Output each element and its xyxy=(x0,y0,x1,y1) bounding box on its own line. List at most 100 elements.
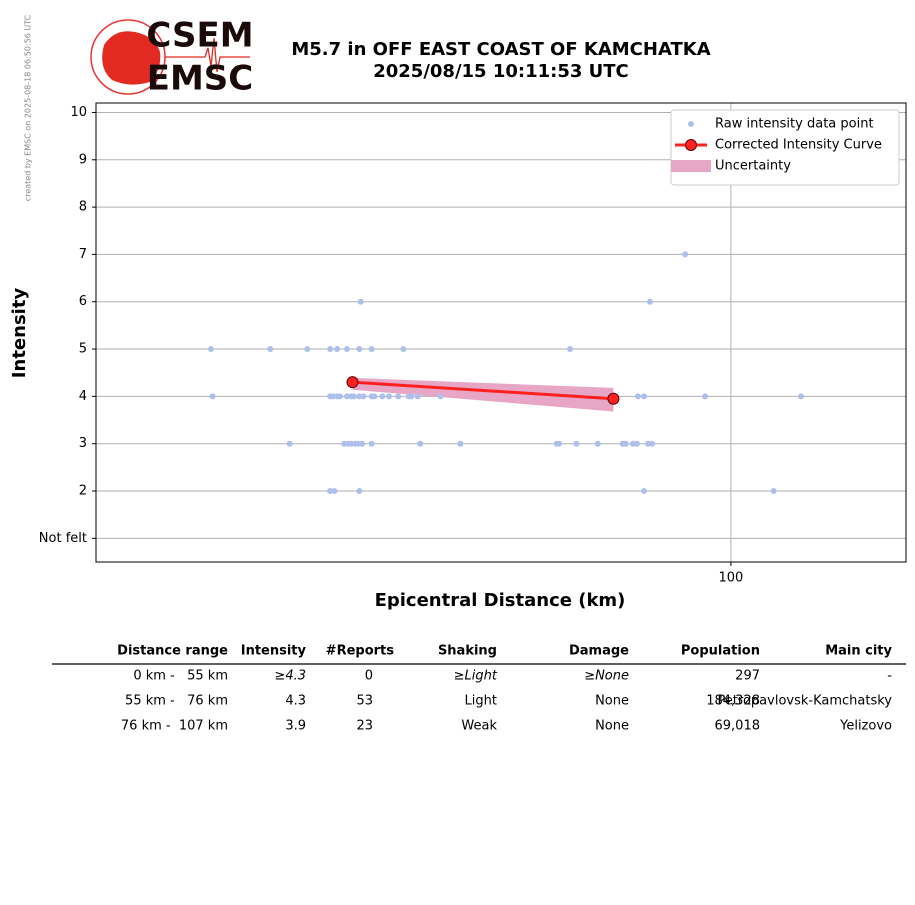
data-point xyxy=(327,346,334,353)
table-cell: None xyxy=(595,719,629,734)
data-point xyxy=(556,440,563,447)
uncertainty-band xyxy=(352,377,614,412)
table-cell: - xyxy=(887,669,892,684)
y-tick-label: 4 xyxy=(79,389,87,404)
table-cell: 55 km - 76 km xyxy=(125,694,228,709)
data-point xyxy=(770,488,777,495)
data-point xyxy=(356,393,363,400)
table-cell: Yelizovo xyxy=(839,719,892,734)
y-axis-label: Intensity xyxy=(9,288,30,379)
table-cell: Petropavlovsk-Kamchatsky xyxy=(717,694,892,709)
data-point xyxy=(357,298,364,305)
data-point xyxy=(594,440,601,447)
logo-map xyxy=(102,31,161,85)
table-header: Shaking xyxy=(438,644,497,659)
logo-wave xyxy=(165,37,250,73)
data-point xyxy=(304,346,311,353)
data-point xyxy=(379,393,386,400)
curve-marker xyxy=(346,376,359,389)
data-point xyxy=(368,346,375,353)
data-point xyxy=(371,393,378,400)
data-point xyxy=(356,488,363,495)
table-header: Main city xyxy=(825,644,892,659)
y-tick-label: 5 xyxy=(79,342,87,357)
table-cell: 3.9 xyxy=(285,719,306,734)
data-point xyxy=(682,251,689,258)
table-cell: 23 xyxy=(356,719,373,734)
table-cell: 69,018 xyxy=(715,719,761,734)
data-point xyxy=(633,440,640,447)
data-point xyxy=(354,440,361,447)
data-point xyxy=(400,346,407,353)
data-point xyxy=(343,346,350,353)
y-tick-label: Not felt xyxy=(39,531,87,546)
table-header: Damage xyxy=(569,644,629,659)
plot-frame xyxy=(95,102,907,563)
data-point xyxy=(360,393,367,400)
table-header: #Reports xyxy=(326,644,395,659)
data-point xyxy=(797,393,804,400)
data-point xyxy=(408,393,415,400)
data-point xyxy=(286,440,293,447)
table-header: Intensity xyxy=(241,644,307,659)
x-tick-label: 100 xyxy=(718,571,743,586)
table-cell: 0 xyxy=(365,669,373,684)
chart-title: M5.7 in OFF EAST COAST OF KAMCHATKA xyxy=(291,39,710,60)
data-point xyxy=(336,393,343,400)
intensity-curve xyxy=(352,380,614,401)
created-note: created by EMSC on 2025-08-18 06:50:56 U… xyxy=(24,14,33,201)
y-tick-label: 3 xyxy=(79,436,87,451)
table-cell: 0 km - 55 km xyxy=(133,669,228,684)
table-cell: 4.3 xyxy=(285,694,306,709)
data-point xyxy=(417,440,424,447)
table-cell: ≥Light xyxy=(454,669,498,684)
y-tick-label: 10 xyxy=(70,105,87,120)
data-point xyxy=(267,346,274,353)
table-header: Population xyxy=(681,644,760,659)
data-point xyxy=(327,488,334,495)
data-point xyxy=(634,393,641,400)
data-point xyxy=(207,346,214,353)
data-point xyxy=(329,393,336,400)
data-point xyxy=(386,393,393,400)
table-header: Distance range xyxy=(117,644,228,659)
table-cell: ≥None xyxy=(584,669,629,684)
data-point xyxy=(334,346,341,353)
y-tick-label: 2 xyxy=(79,484,87,499)
table-cell: ≥4.3 xyxy=(274,669,306,684)
data-point xyxy=(641,393,648,400)
table-cell: Light xyxy=(465,694,497,709)
y-tick-label: 7 xyxy=(79,247,87,262)
table-cell: 76 km - 107 km xyxy=(121,719,228,734)
data-point xyxy=(648,440,655,447)
table-cell: 53 xyxy=(356,694,373,709)
logo: CSEM EMSC xyxy=(90,16,254,99)
legend-box xyxy=(670,109,900,186)
data-point xyxy=(359,440,366,447)
legend-swatch xyxy=(688,121,694,127)
table-cell: Weak xyxy=(461,719,497,734)
data-point xyxy=(209,393,216,400)
data-point xyxy=(331,488,338,495)
curve-marker xyxy=(607,392,620,405)
table-cell: 184,328 xyxy=(706,694,760,709)
y-tick-label: 6 xyxy=(79,294,87,309)
legend-label: Corrected Intensity Curve xyxy=(715,138,882,153)
data-point xyxy=(368,440,375,447)
data-point xyxy=(348,440,355,447)
legend-label: Raw intensity data point xyxy=(715,117,874,132)
y-tick-label: 9 xyxy=(79,152,87,167)
legend-swatch xyxy=(671,160,711,172)
data-point xyxy=(343,393,350,400)
data-point xyxy=(702,393,709,400)
x-axis-label: Epicentral Distance (km) xyxy=(375,590,626,611)
data-point xyxy=(566,346,573,353)
y-tick-label: 8 xyxy=(79,200,87,215)
chart-title: 2025/08/15 10:11:53 UTC xyxy=(373,61,629,82)
data-point xyxy=(356,346,363,353)
data-point xyxy=(341,440,348,447)
legend-swatch xyxy=(685,139,697,151)
logo-text: CSEM xyxy=(146,16,253,56)
data-point xyxy=(395,393,402,400)
